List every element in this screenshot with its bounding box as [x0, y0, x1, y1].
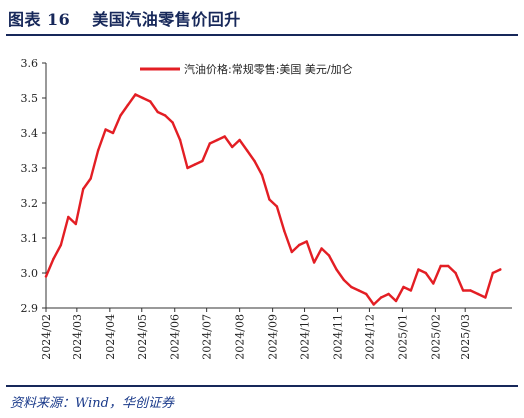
data-point — [82, 187, 85, 191]
data-point — [335, 268, 338, 271]
data-point — [260, 173, 264, 177]
source-rule — [6, 385, 518, 387]
chart-axes — [45, 63, 512, 309]
data-point — [439, 264, 442, 268]
data-point — [312, 261, 316, 264]
data-point — [149, 100, 152, 103]
data-point — [164, 114, 167, 117]
data-point — [59, 243, 63, 247]
data-point — [327, 254, 331, 257]
data-point — [499, 268, 502, 271]
x-tick-label: 2024/08 — [234, 314, 247, 360]
data-point — [119, 114, 122, 117]
data-point — [52, 257, 55, 261]
data-point — [350, 285, 353, 289]
data-point — [141, 96, 144, 100]
data-point — [111, 131, 115, 135]
line-chart: 2.93.03.13.23.33.43.53.6 2024/02 2024/03 2… — [21, 57, 512, 360]
figure-title: 图表 16 美国汽油零售价回升 — [8, 6, 241, 30]
data-point — [104, 128, 107, 131]
data-point — [365, 292, 368, 296]
data-point — [275, 205, 279, 208]
data-point — [74, 222, 78, 226]
data-point — [223, 135, 226, 138]
data-point — [178, 138, 182, 142]
title-rule — [6, 34, 518, 36]
x-tick-label: 2024/07 — [201, 314, 214, 360]
data-point — [357, 289, 360, 292]
data-point — [201, 159, 204, 163]
data-point — [454, 271, 457, 275]
x-tick-label: 2024/05 — [136, 314, 149, 360]
source-note: 资料来源：Wind，华创证券 — [10, 396, 174, 411]
y-tick-label: 3.3 — [21, 162, 39, 175]
x-tick-label: 2024/12 — [363, 314, 376, 360]
data-point — [245, 149, 249, 152]
data-point — [67, 215, 70, 219]
x-tick-label: 2025/02 — [429, 314, 442, 360]
y-tick-label: 3.6 — [21, 57, 39, 70]
x-tick-label: 2024/02 — [40, 314, 53, 360]
legend-label: 汽油价格:常规零售:美国 美元/加仑 — [184, 62, 353, 76]
data-point — [216, 138, 219, 142]
data-point — [253, 159, 256, 163]
data-point — [89, 177, 92, 180]
x-axis-ticks: 2024/02 2024/03 2024/04 2024/05 2024/06 2024/… — [40, 308, 472, 360]
y-tick-label: 3.0 — [21, 267, 39, 280]
figure-number: 16 — [47, 10, 71, 29]
data-point — [320, 247, 323, 250]
y-tick-label: 3.1 — [21, 232, 39, 245]
data-point — [126, 103, 130, 107]
figure-heading: 美国汽油零售价回升 — [92, 10, 241, 29]
x-tick-label: 2024/06 — [169, 314, 182, 360]
data-point — [469, 289, 472, 292]
x-tick-label: 2024/11 — [332, 314, 345, 360]
data-point — [394, 299, 398, 303]
y-tick-label: 3.2 — [21, 197, 39, 210]
y-tick-label: 3.4 — [21, 127, 39, 140]
data-point — [342, 278, 346, 282]
data-point — [372, 303, 375, 306]
data-point — [402, 285, 405, 289]
data-point — [283, 229, 286, 233]
data-point — [186, 166, 189, 170]
x-tick-label: 2025/01 — [396, 314, 409, 360]
data-point — [461, 289, 465, 292]
data-point — [193, 163, 197, 166]
y-axis-ticks: 2.9 3.0 3.1 3.2 3.3 3.4 3.5 3.6 — [21, 57, 46, 315]
series-layer — [44, 93, 502, 306]
data-point — [379, 296, 383, 299]
figure-label: 图表 — [8, 10, 42, 29]
data-point — [208, 142, 211, 145]
data-point — [96, 149, 100, 152]
data-point — [238, 138, 241, 142]
data-point — [298, 243, 301, 247]
data-point — [417, 268, 420, 271]
x-tick-label: 2024/10 — [299, 314, 312, 360]
data-point — [409, 289, 413, 292]
x-tick-label: 2025/03 — [459, 314, 472, 360]
data-point — [305, 240, 308, 243]
data-point — [268, 198, 271, 201]
x-tick-label: 2024/03 — [71, 314, 84, 360]
y-tick-label: 3.5 — [21, 92, 39, 105]
data-point — [476, 292, 480, 296]
data-point — [156, 110, 159, 114]
data-point — [447, 264, 450, 268]
data-point — [432, 282, 435, 285]
data-point — [484, 296, 487, 299]
series-line-gasoline-price — [44, 93, 502, 306]
legend: 汽油价格:常规零售:美国 美元/加仑 — [140, 62, 353, 76]
data-point — [491, 271, 494, 275]
data-point — [134, 93, 137, 96]
data-point — [424, 271, 427, 275]
y-tick-label: 2.9 — [21, 302, 39, 315]
data-point — [44, 275, 48, 278]
x-tick-label: 2024/09 — [267, 314, 280, 360]
data-point — [231, 145, 234, 149]
data-point — [171, 121, 174, 124]
x-tick-label: 2024/04 — [104, 314, 117, 360]
data-point — [290, 250, 293, 254]
data-point — [387, 292, 390, 296]
